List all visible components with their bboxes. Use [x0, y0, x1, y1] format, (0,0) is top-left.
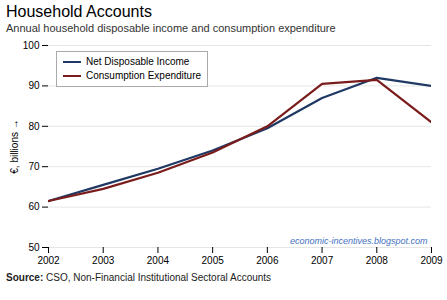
- svg-text:2004: 2004: [147, 255, 170, 266]
- svg-text:2006: 2006: [256, 255, 279, 266]
- html-text:Net Disposable Income: Net Disposable Income: [86, 56, 190, 67]
- svg-text:90: 90: [28, 80, 40, 91]
- svg-text:70: 70: [28, 161, 40, 172]
- svg-text:2009: 2009: [420, 255, 443, 266]
- html-text:Annual household disposable in: Annual household disposable income and c…: [6, 22, 336, 34]
- svg-text:60: 60: [28, 201, 40, 212]
- svg-text:80: 80: [28, 121, 40, 132]
- svg-text:2002: 2002: [37, 255, 60, 266]
- svg-text:economic-incentives.blogspot.c: economic-incentives.blogspot.com: [290, 236, 428, 246]
- svg-text:2003: 2003: [92, 255, 115, 266]
- html-text:Household Accounts: Household Accounts: [6, 3, 152, 20]
- svg-text:€, billions →: €, billions →: [9, 119, 20, 173]
- svg-text:2007: 2007: [311, 255, 334, 266]
- svg-text:100: 100: [23, 40, 40, 51]
- html-text:Consumption Expenditure: Consumption Expenditure: [86, 70, 202, 81]
- svg-text:50: 50: [28, 242, 40, 253]
- svg-text:2008: 2008: [366, 255, 389, 266]
- svg-text:2005: 2005: [202, 255, 225, 266]
- html-text:Source: CSO, Non-Financial Ins: Source: CSO, Non-Financial Institutional…: [6, 272, 272, 283]
